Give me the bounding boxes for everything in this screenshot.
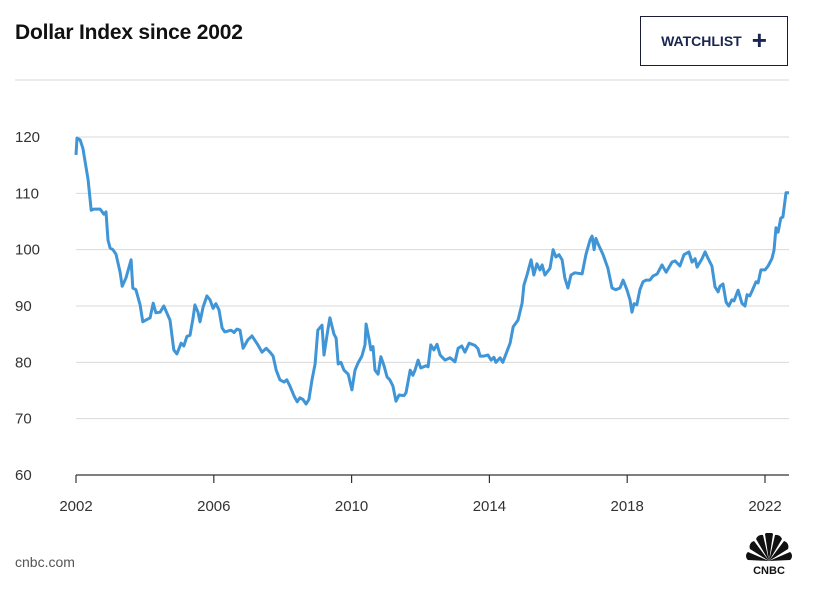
watchlist-button[interactable]: WATCHLIST + xyxy=(640,16,788,66)
watchlist-label: WATCHLIST xyxy=(661,33,742,49)
x-tick-label: 2002 xyxy=(59,498,92,515)
series-line-dollar-index xyxy=(74,136,790,406)
x-tick-label: 2014 xyxy=(473,498,506,515)
x-tick-label: 2010 xyxy=(335,498,368,515)
x-tick-label: 2006 xyxy=(197,498,230,515)
y-tick-label: 100 xyxy=(15,242,40,259)
x-tick-label: 2018 xyxy=(611,498,644,515)
x-tick-label: 2022 xyxy=(748,498,781,515)
y-tick-label: 120 xyxy=(15,129,40,146)
chart-title: Dollar Index since 2002 xyxy=(15,21,243,44)
logo-text: CNBC xyxy=(753,565,785,575)
plus-icon: + xyxy=(751,24,767,55)
y-tick-label: 110 xyxy=(15,185,39,202)
y-tick-label: 60 xyxy=(15,467,32,484)
y-tick-label: 80 xyxy=(15,354,32,371)
y-tick-label: 70 xyxy=(15,411,32,428)
y-tick-label: 90 xyxy=(15,298,32,315)
cnbc-peacock-logo: CNBC xyxy=(746,533,792,575)
source-label: cnbc.com xyxy=(15,554,75,570)
